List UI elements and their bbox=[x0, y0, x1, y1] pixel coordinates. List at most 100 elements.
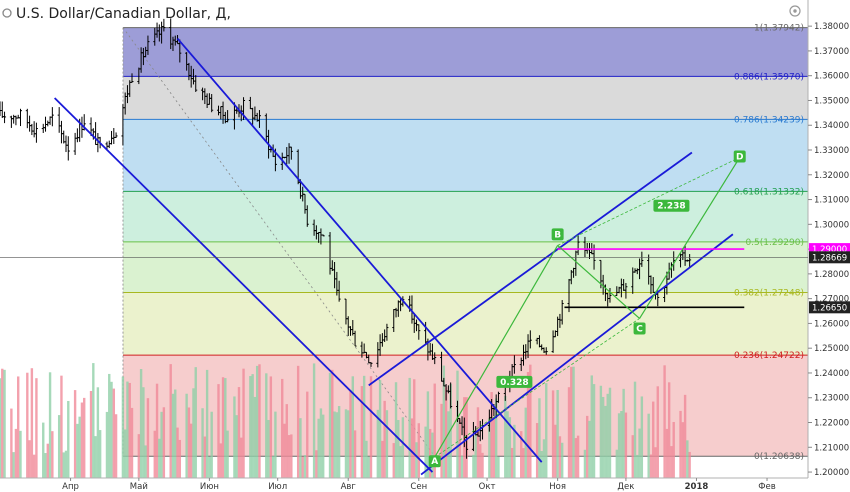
volume-bar bbox=[328, 372, 332, 478]
drawing-tools[interactable]: A B C D 2.238 0.328 bbox=[53, 37, 746, 476]
volume-bar bbox=[73, 390, 77, 478]
volume-bar bbox=[110, 381, 113, 478]
volume-bar bbox=[210, 411, 213, 478]
volume-bar bbox=[622, 388, 625, 478]
volume-bar bbox=[672, 421, 675, 478]
volume-bar bbox=[208, 457, 211, 478]
volume-bar bbox=[169, 364, 172, 478]
pattern-leg-ab[interactable] bbox=[434, 245, 559, 458]
volume-bar bbox=[401, 417, 405, 478]
volume-bar bbox=[160, 411, 163, 478]
volume-bar bbox=[301, 456, 304, 478]
time-tick-label: 2018 bbox=[685, 482, 709, 492]
price-axis[interactable]: 1.38000 1.37000 1.36000 1.35000 1.34000 1.330… bbox=[0, 0, 850, 478]
volume-bar bbox=[570, 366, 573, 478]
ascending-channel-lower[interactable] bbox=[420, 233, 734, 476]
volume-bar bbox=[474, 435, 477, 478]
fib-level-label: 1(1.37942) bbox=[754, 24, 804, 34]
price-tick-label: 1.34000 bbox=[814, 121, 849, 131]
price-tick-label: 1.28000 bbox=[814, 270, 849, 280]
volume-bar bbox=[347, 410, 350, 478]
volume-bar bbox=[479, 444, 482, 478]
volume-bar bbox=[558, 436, 562, 478]
time-tick-label: Май bbox=[130, 482, 148, 492]
volume-bar bbox=[510, 447, 514, 478]
volume-bar bbox=[174, 389, 177, 478]
descending-channel-upper[interactable] bbox=[176, 37, 543, 463]
volume-bars bbox=[0, 363, 691, 478]
support-price-badge: 1.26650 bbox=[812, 303, 847, 313]
volume-bar bbox=[640, 396, 644, 478]
volume-bar bbox=[572, 366, 575, 478]
volume-bar bbox=[221, 377, 225, 478]
volume-bar bbox=[98, 430, 102, 478]
volume-bar bbox=[89, 390, 93, 478]
time-axis[interactable]: Апр Май Июн Июл Авг Сен Окт Ноя Дек 2018 Фев bbox=[0, 477, 808, 492]
volume-bar bbox=[274, 411, 277, 478]
volume-bar bbox=[494, 398, 498, 478]
volume-bar bbox=[497, 456, 500, 478]
volume-bar bbox=[576, 435, 580, 478]
volume-bar bbox=[137, 434, 141, 478]
fib-level-label: 0.236(1.24722) bbox=[734, 351, 804, 361]
volume-bar bbox=[32, 454, 36, 478]
volume-bar bbox=[683, 394, 687, 478]
volume-bar bbox=[267, 419, 270, 478]
volume-bar bbox=[633, 381, 637, 478]
volume-bar bbox=[394, 382, 398, 478]
pattern-point-a: A bbox=[431, 457, 438, 467]
ascending-channel-upper[interactable] bbox=[368, 151, 693, 387]
volume-bar bbox=[285, 404, 288, 478]
fib-zone bbox=[123, 241, 808, 293]
volume-bar bbox=[520, 431, 523, 478]
price-tick-label: 1.24000 bbox=[814, 369, 849, 379]
volume-bar bbox=[638, 428, 641, 478]
volume-bar bbox=[392, 443, 395, 478]
fib-level-label: 0.786(1.34239) bbox=[734, 115, 804, 125]
price-tick-label: 1.22000 bbox=[814, 419, 849, 429]
time-tick-label: Июн bbox=[200, 482, 219, 492]
volume-bar bbox=[440, 403, 443, 478]
price-tick-label: 1.33000 bbox=[814, 146, 849, 156]
volume-bar bbox=[30, 368, 34, 478]
descending-channel-lower[interactable] bbox=[53, 97, 434, 473]
volume-bar bbox=[258, 364, 261, 478]
resistance-price-badge: 1.29000 bbox=[812, 245, 847, 255]
symbol-title: U.S. Dollar/Canadian Dollar, Д, bbox=[16, 6, 231, 22]
volume-bar bbox=[303, 455, 307, 478]
volume-bar bbox=[76, 423, 79, 478]
pattern-point-b: B bbox=[554, 230, 561, 240]
volume-bar bbox=[670, 446, 673, 478]
pattern-ratio-ac[interactable] bbox=[434, 318, 640, 458]
volume-bar bbox=[367, 456, 370, 478]
volume-bar bbox=[588, 420, 591, 478]
volume-bar bbox=[187, 407, 191, 478]
price-tick-label: 1.20000 bbox=[814, 468, 849, 478]
pattern-point-b-bg bbox=[551, 228, 564, 241]
volume-bar bbox=[542, 439, 546, 478]
price-tick-label: 1.21000 bbox=[814, 443, 849, 453]
volume-bar bbox=[656, 386, 659, 478]
volume-bar bbox=[351, 376, 354, 478]
volume-bar bbox=[146, 398, 150, 478]
settings-gear-icon[interactable] bbox=[789, 5, 801, 17]
volume-bar bbox=[51, 431, 54, 478]
volume-bar bbox=[535, 423, 539, 478]
volume-bar bbox=[128, 382, 131, 478]
volume-bar bbox=[189, 423, 193, 478]
volume-bar bbox=[447, 411, 450, 478]
volume-bar bbox=[667, 382, 671, 478]
volume-bar bbox=[545, 383, 548, 478]
volume-bar bbox=[551, 390, 555, 478]
pattern-ratio-bd[interactable] bbox=[557, 157, 740, 246]
volume-bar bbox=[158, 438, 161, 478]
volume-bar bbox=[654, 447, 657, 478]
pattern-point-d: D bbox=[736, 152, 743, 162]
pattern-leg-cd[interactable] bbox=[639, 157, 741, 319]
volume-bar bbox=[349, 390, 352, 478]
volume-bar bbox=[647, 413, 650, 478]
volume-bar bbox=[399, 446, 402, 478]
fib-zone bbox=[123, 27, 808, 77]
volume-bar bbox=[413, 379, 416, 478]
